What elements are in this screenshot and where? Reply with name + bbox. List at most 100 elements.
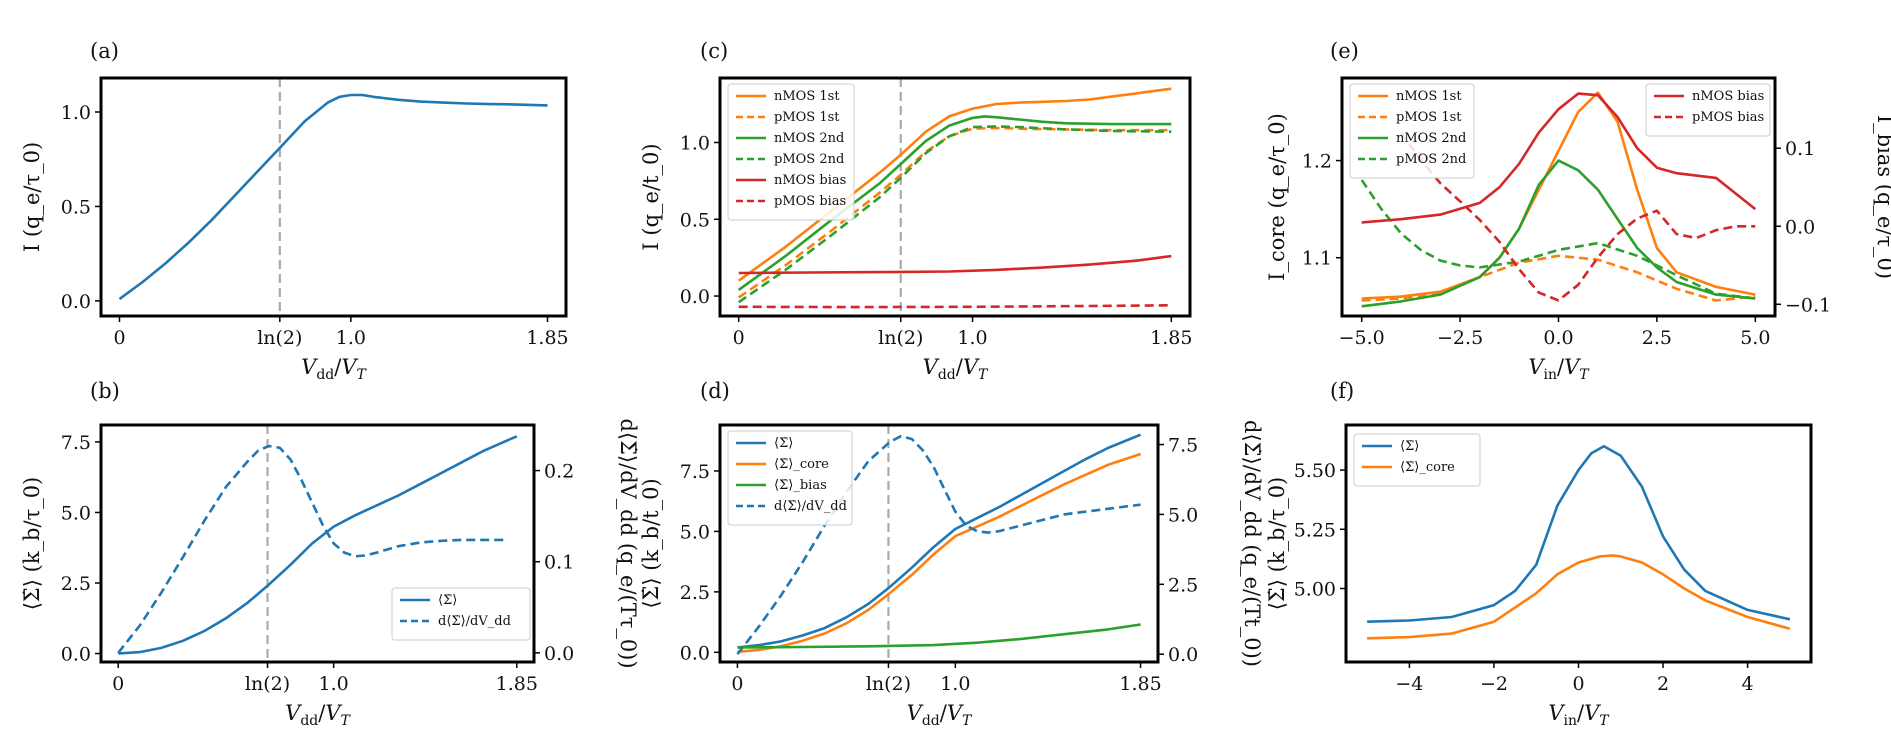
y-tick-label: 1.2 xyxy=(1302,151,1332,173)
y-axis-label: ⟨Σ̇⟩ (k_b/τ_0) xyxy=(1265,477,1289,611)
y-right-tick-label: −0.1 xyxy=(1785,294,1831,316)
legend-entry: nMOS 2nd xyxy=(774,131,844,146)
x-tick-label: 1.0 xyxy=(957,327,987,349)
y-tick-label: 5.0 xyxy=(61,502,91,524)
series-line-0 xyxy=(737,87,1172,282)
panel-d: (d) 0 ln(2) 1.0 1.85 0.0 2.5 5.0 7.5 0.0 2.5 5.0 7.5… xyxy=(639,379,1264,729)
y-tick-label: 5.50 xyxy=(1294,460,1336,482)
y-tick-label: 7.5 xyxy=(61,432,91,454)
y-right-tick-label: 0.0 xyxy=(544,643,574,665)
x-tick-label: 0 xyxy=(113,327,125,349)
y-tick-label: 0.0 xyxy=(680,642,710,664)
legend-entry: nMOS 2nd xyxy=(1396,131,1466,146)
x-tick-label: 0 xyxy=(1572,673,1584,695)
x-tick-label: 2.5 xyxy=(1642,327,1672,349)
y-tick-label: 1.1 xyxy=(1302,248,1332,270)
legend-entry: pMOS 2nd xyxy=(774,152,844,167)
series-line-2 xyxy=(737,623,1141,649)
x-tick-label: 1.85 xyxy=(496,673,538,695)
axes-frame xyxy=(718,76,1192,318)
y-axis-label: ⟨Σ̇⟩ (k_b/t_0) xyxy=(639,478,663,608)
y-axis-label: ⟨Σ̇⟩ (k_b/τ_0) xyxy=(20,477,44,611)
legend: nMOS bias pMOS bias xyxy=(1645,83,1771,137)
series-line-0 xyxy=(118,93,548,301)
series-line-3 xyxy=(736,434,1141,655)
panel-label: (e) xyxy=(1330,39,1359,63)
legend-entry: pMOS bias xyxy=(1692,110,1764,125)
series-line-1 xyxy=(737,452,1142,654)
y-axis-label: I_core (q_e/τ_0) xyxy=(1265,113,1289,281)
y-right-axis-label: d⟨Σ̇⟩/dV_dd (q_e/(Tτ_0)) xyxy=(616,418,640,668)
y-axis-label: I (q_e/τ_0) xyxy=(20,142,44,252)
legend-entry: d⟨Σ̇⟩/dV_dd xyxy=(438,614,511,629)
panel-label: (c) xyxy=(700,39,728,63)
y-tick-label: 0.5 xyxy=(680,209,710,231)
y-right-tick-label: 0.0 xyxy=(1785,216,1815,238)
panel-e: (e) −5.0 −2.5 0.0 2.5 5.0 1.1 1.2 −0.1 0.0 0.1 Vin/… xyxy=(1265,39,1891,383)
legend-entry: ⟨Σ̇⟩ xyxy=(774,436,793,451)
series-line-3 xyxy=(1360,179,1756,300)
y-tick-label: 5.25 xyxy=(1294,519,1336,541)
x-tick-label: 1.85 xyxy=(526,327,568,349)
axes-frame xyxy=(718,423,1160,664)
y-tick-label: 0.0 xyxy=(61,291,91,313)
plot-area xyxy=(1367,445,1791,640)
x-tick-label: 0 xyxy=(731,673,743,695)
y-tick-label: 1.0 xyxy=(680,132,710,154)
x-tick-label: 1.0 xyxy=(319,673,349,695)
panel-label: (d) xyxy=(700,379,730,403)
x-tick-label: 0.0 xyxy=(1543,327,1573,349)
legend-entry: nMOS bias xyxy=(1692,89,1764,104)
legend-entry: ⟨Σ̇⟩_core xyxy=(774,457,829,472)
legend-entry: pMOS bias xyxy=(774,194,846,209)
x-tick-label: 5.0 xyxy=(1740,327,1770,349)
legend-entry: pMOS 1st xyxy=(774,110,840,125)
plot-area xyxy=(736,433,1142,655)
legend: nMOS 1st pMOS 1st nMOS 2nd pMOS 2nd nMOS bia… xyxy=(727,83,855,221)
y-axis-label: I (q_e/t_0) xyxy=(639,143,663,250)
y-tick-label: 1.0 xyxy=(61,102,91,124)
y-tick-label: 0.0 xyxy=(680,286,710,308)
x-axis-label: Vin/VT xyxy=(1548,701,1610,729)
legend-entry: nMOS 1st xyxy=(1396,89,1462,104)
legend-entry: ⟨Σ̇⟩ xyxy=(1400,439,1419,454)
series-line-2 xyxy=(1361,159,1756,308)
series-line-5 xyxy=(1399,131,1756,302)
series-line-5 xyxy=(738,304,1172,309)
series-line-0 xyxy=(737,433,1142,649)
y-right-tick-label: 0.2 xyxy=(544,461,574,483)
panel-b: (b) 0 ln(2) 1.0 1.85 0.0 2.5 5.0 7.5 0.0 0.1 0.2 Vdd… xyxy=(20,379,640,729)
legend: ⟨Σ̇⟩ ⟨Σ̇⟩_core xyxy=(1353,433,1481,487)
series-line-1 xyxy=(117,444,506,654)
y-tick-label: 2.5 xyxy=(61,573,91,595)
series-line-4 xyxy=(738,254,1172,275)
x-tick-label: ln(2) xyxy=(866,673,911,695)
legend: ⟨Σ̇⟩ d⟨Σ̇⟩/dV_dd xyxy=(391,587,531,641)
x-tick-label: 1.85 xyxy=(1150,327,1192,349)
legend-entry: d⟨Σ̇⟩/dV_dd xyxy=(774,499,847,514)
y-right-tick-label: 5.0 xyxy=(1168,504,1198,526)
series-line-1 xyxy=(1367,554,1791,640)
y-tick-label: 0.5 xyxy=(61,196,91,218)
series-line-3 xyxy=(737,125,1172,304)
legend-entry: ⟨Σ̇⟩ xyxy=(438,593,457,608)
plot-area xyxy=(117,435,518,655)
y-right-axis-label: d⟨Σ̇⟩/dV_dd (q_e/(Tt_0)) xyxy=(1240,420,1264,667)
x-tick-label: −5.0 xyxy=(1339,327,1385,349)
x-axis-label: Vin/VT xyxy=(1528,355,1590,383)
y-right-tick-label: 0.0 xyxy=(1168,644,1198,666)
y-right-tick-label: 0.1 xyxy=(1785,138,1815,160)
x-axis-label: Vdd/VT xyxy=(301,355,367,383)
x-tick-label: 1.0 xyxy=(336,327,366,349)
series-line-1 xyxy=(737,126,1172,299)
y-tick-label: 0.0 xyxy=(61,644,91,666)
series-line-4 xyxy=(1361,92,1757,224)
y-tick-label: 5.00 xyxy=(1294,579,1336,601)
x-tick-label: ln(2) xyxy=(878,327,923,349)
legend-entry: nMOS bias xyxy=(774,173,846,188)
panel-label: (a) xyxy=(90,39,119,63)
panel-c: (c) 0 ln(2) 1.0 1.85 0.0 0.5 1.0 Vdd/VT I (q_e/t_… xyxy=(639,39,1192,383)
x-tick-label: 4 xyxy=(1742,673,1754,695)
panel-a: (a) 0 ln(2) 1.0 1.85 0.0 0.5 1.0 Vdd/VT I (q_e/τ_… xyxy=(20,39,569,383)
y-tick-label: 2.5 xyxy=(680,582,710,604)
